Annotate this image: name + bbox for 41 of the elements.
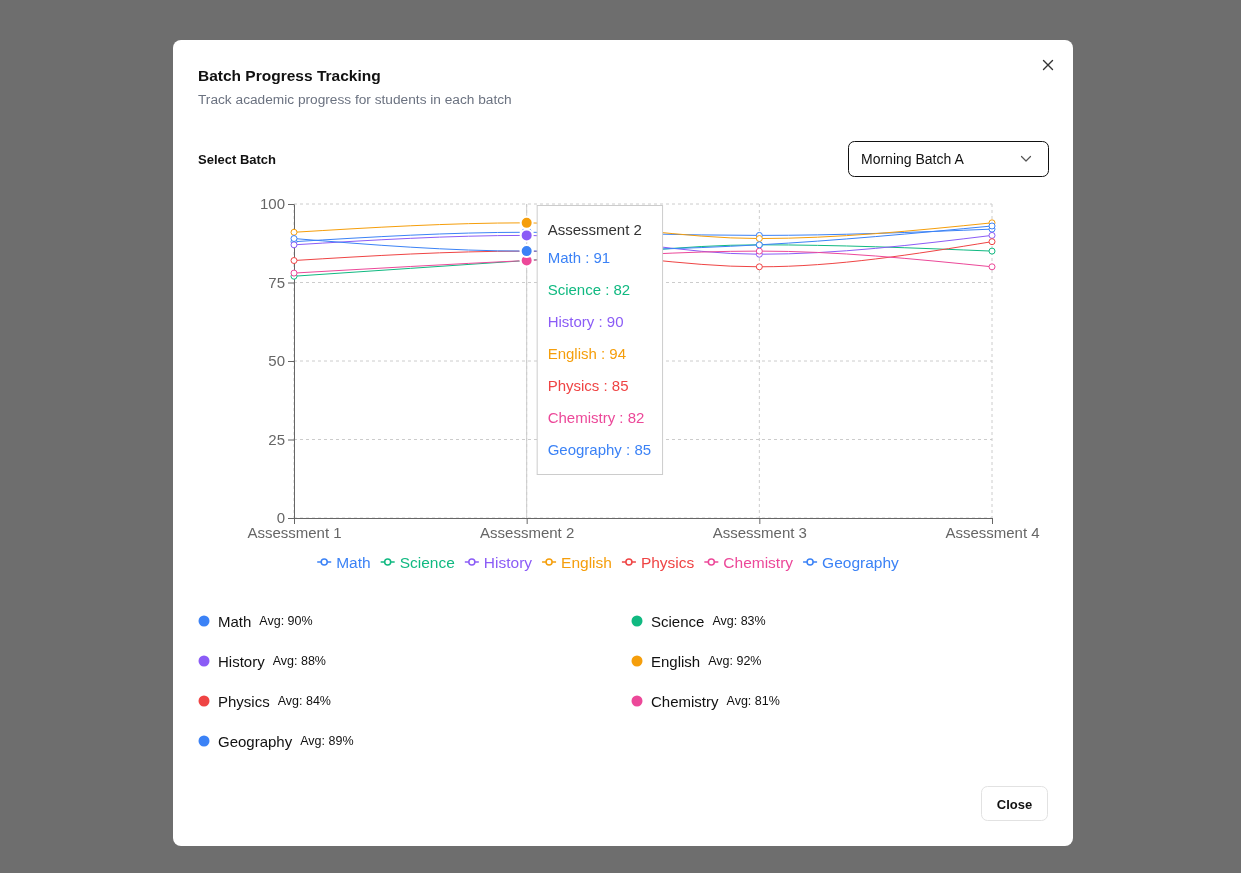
- annotation: Math : 91: [547, 248, 611, 266]
- text: Physics: [218, 692, 270, 710]
- text: Avg: 89%: [300, 734, 354, 748]
- x-tick-label: Assessment 3: [712, 523, 807, 541]
- text: Avg: 90%: [259, 614, 313, 628]
- legend-label: Physics: [640, 553, 695, 571]
- text: Avg: 81%: [726, 694, 780, 708]
- text: Math: [218, 612, 252, 630]
- legend-label: Geography: [822, 553, 900, 571]
- y-tick-label: 50: [268, 352, 285, 370]
- text: Avg: 92%: [708, 654, 762, 668]
- x-tick-label: Assessment 2: [480, 523, 575, 541]
- chart-title: Batch Progress Tracking: [198, 66, 381, 84]
- text: Avg: 83%: [712, 614, 766, 628]
- text: Avg: 88%: [272, 654, 326, 668]
- text: Select Batch: [198, 151, 277, 167]
- annotation: English : 94: [547, 344, 627, 362]
- text: Avg: 84%: [277, 694, 331, 708]
- annotation: Science : 82: [547, 280, 631, 298]
- annotation: Geography : 85: [547, 440, 652, 458]
- chart-subtitle: Track academic progress for students in each batch: [198, 91, 512, 107]
- annotation: Assessment 2: [547, 220, 642, 238]
- annotation: History : 90: [547, 312, 624, 330]
- legend-label: Chemistry: [723, 553, 794, 571]
- text: Science: [651, 612, 705, 630]
- legend-label: Science: [399, 553, 455, 571]
- legend-label: History: [483, 553, 533, 571]
- text: Close: [996, 796, 1033, 811]
- y-tick-label: 25: [268, 430, 285, 448]
- text: English: [651, 652, 701, 670]
- annotation: Chemistry : 82: [547, 408, 645, 426]
- text: Morning Batch A: [861, 151, 965, 167]
- legend-label: Math: [336, 553, 371, 571]
- legend-label: English: [561, 553, 612, 571]
- y-tick-label: 75: [268, 273, 285, 291]
- text: History: [218, 652, 265, 670]
- annotation: Physics : 85: [547, 376, 629, 394]
- y-tick-label: 100: [259, 195, 285, 213]
- text: Geography: [218, 732, 293, 750]
- text: Chemistry: [651, 692, 719, 710]
- x-tick-label: Assessment 4: [945, 523, 1040, 541]
